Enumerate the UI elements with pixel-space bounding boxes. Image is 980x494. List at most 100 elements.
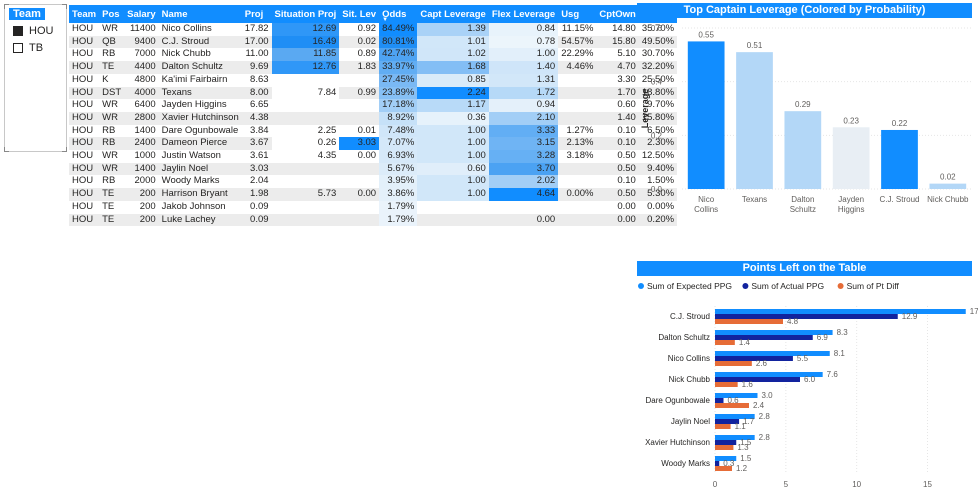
cell-name: Dameon Pierce [158,137,242,151]
x-tick-label: 5 [784,480,789,489]
column-header-situation-proj[interactable]: Situation Proj [271,5,340,23]
data-label: 0.29 [795,100,811,109]
cell-flex-leverage: 2.02 [488,175,559,189]
y-tick-label: 0.4 [651,78,663,87]
table-row[interactable]: HOU WR 6400 Jayden Higgins 6.65 17.18% 1.17 0.9… [69,99,677,112]
table-row[interactable]: HOU WR 11400 Nico Collins 17.82 12.69 0.92 84.4… [69,23,677,36]
team-slicer[interactable]: Team HOU TB [4,4,67,152]
column-header-usg[interactable]: Usg [558,5,597,23]
data-label: 2.8 [759,412,771,421]
cell-usg [558,86,597,100]
cell-team: HOU [72,200,94,212]
cell-name: Texans [158,86,242,100]
cell-pos: TE [99,213,125,227]
table-row[interactable]: HOU RB 2400 Dameon Pierce 3.67 0.26 3.03 7.07% 1… [69,137,678,151]
table-row[interactable]: HOU RB 7000 Nick Chubb 11.00 11.85 0.89 42.74% 1… [69,48,677,62]
cell-salary: 200 [139,200,156,212]
cell-usg: 3.18% [566,150,594,162]
cell-capt-leverage: 1.17 [417,99,489,112]
table-row[interactable]: HOU TE 200 Jakob Johnson 0.09 1.79% 0.00 0.00% [69,200,677,214]
cell-cptown: 0.10 [596,137,639,151]
cell-own: 15.80% [638,111,678,125]
cell-usg: 11.15% [561,23,594,34]
cell-sit-lev [339,175,379,188]
column-header-cptown[interactable]: CptOwn [596,5,639,23]
cell-sit-lev: 3.03 [339,137,380,151]
cell-proj: 3.67 [241,137,272,151]
column-header-proj[interactable]: Proj [241,5,272,23]
cell-name: Dare Ogunbowale [161,124,239,136]
slicer-option-tb[interactable]: TB [13,42,43,54]
column-header-capt-leverage[interactable]: Capt Leverage [417,5,489,23]
data-label: 6.0 [804,375,816,384]
cell-salary: 6400 [134,99,156,111]
points-chart-title: Points Left on the Table [637,261,972,276]
cell-salary: 4400 [124,61,159,74]
cell-situation-proj: 7.84 [271,86,340,100]
cell-own: 18.80% [638,86,678,100]
column-header-salary[interactable]: Salary [124,5,159,23]
cell-sit-lev: 1.83 [339,61,380,74]
table-row[interactable]: HOU DST 4000 Texans 8.00 7.84 0.99 23.89% 2.24 1.… [69,86,678,100]
cell-name: C.J. Stroud [158,35,242,49]
cell-proj: 17.82 [244,23,269,34]
cell-capt-leverage: 1.01 [417,35,489,49]
slicer-option-hou[interactable]: HOU [13,25,53,37]
table-row[interactable]: HOU TE 4400 Dalton Schultz 9.69 12.76 1.83 33.9… [69,61,678,74]
bar-actual [715,398,724,403]
cell-salary: 1400 [134,124,156,136]
cell-usg: 1.27% [566,124,594,136]
legend-label: Sum of Pt Diff [847,281,900,291]
checkbox-checked-icon[interactable] [13,26,23,36]
table-row[interactable]: HOU K 4800 Ka'imi Fairbairn 8.63 27.45% 0.85 1.… [69,73,677,87]
table-row[interactable]: HOU TE 200 Harrison Bryant 1.98 5.73 0.00 3.86%… [69,188,678,201]
cell-team: HOU [69,213,100,227]
data-label: 8.1 [834,349,846,358]
data-label: 0.23 [843,116,859,125]
cell-pos: WR [102,150,118,162]
legend-marker [742,283,749,289]
bar-actual [715,335,813,340]
sort-descending-icon[interactable]: ▼ [382,17,389,23]
column-header-name[interactable]: Name [158,5,242,23]
checkbox-unchecked-icon[interactable] [13,43,23,53]
data-label: 1.5 [740,454,752,463]
x-tick-label: 10 [852,480,861,489]
cell-name: Dalton Schultz [158,61,242,74]
column-header-team[interactable]: Team [69,5,100,23]
column-header-pos[interactable]: Pos [99,5,125,23]
cell-odds: 84.49% [379,23,418,36]
data-label: 0.55 [698,30,714,39]
cell-pos: WR [102,99,118,111]
bar-expected [715,372,823,377]
table-row[interactable]: HOU RB 2000 Woody Marks 2.04 3.95% 1.00 2.02 0.1… [69,175,677,189]
cell-cptown: 14.80 [612,23,636,34]
cell-situation-proj [272,74,340,87]
column-header-flex-leverage[interactable]: Flex Leverage [488,5,559,23]
cell-pos: TE [102,200,115,212]
table-row[interactable]: HOU WR 1000 Justin Watson 3.61 4.35 0.00 6.93% 1… [69,150,677,163]
cell-flex-leverage: 1.72 [488,86,559,100]
table-row[interactable]: HOU TE 200 Luke Lachey 0.09 1.79% 0.00 0.00 0.20… [69,213,678,227]
table-row[interactable]: HOU WR 1400 Jaylin Noel 3.03 5.67% 0.60 3.70 0.5… [69,162,678,176]
cell-odds: 23.89% [379,86,418,100]
cell-flex-leverage: 3.28 [488,150,559,163]
table-row[interactable]: HOU QB 9400 C.J. Stroud 17.00 16.49 0.02 80.81%… [69,35,678,49]
cell-capt-leverage: 1.02 [417,48,489,62]
table-row[interactable]: HOU WR 2800 Xavier Hutchinson 4.38 8.92% 0.36 2… [69,111,678,125]
category-label: Nico Collins [668,354,710,363]
cell-salary: 2000 [134,175,156,187]
cell-odds: 3.95% [379,175,418,189]
cell-cptown: 0.10 [617,124,636,136]
cell-name: Justin Watson [161,150,221,162]
column-header-sit-lev[interactable]: Sit. Lev [339,5,380,23]
cell-name: Ka'imi Fairbairn [161,73,228,85]
cell-pos: WR [99,111,125,125]
cell-pos: TE [99,61,125,74]
column-header-odds[interactable]: Odds ▼ [379,5,418,23]
cell-usg: 22.29% [561,48,594,60]
table-row[interactable]: HOU RB 1400 Dare Ogunbowale 3.84 2.25 0.01 7.48… [69,124,677,138]
bar-actual [715,356,793,361]
cell-pos: RB [99,137,125,151]
cell-proj: 3.03 [241,162,272,176]
